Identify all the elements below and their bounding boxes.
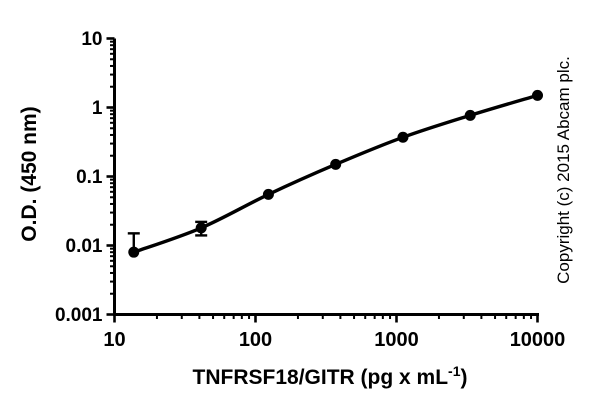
x-axis-title-suffix: ) bbox=[460, 366, 468, 389]
data-point-marker bbox=[464, 109, 476, 121]
y-tick-label: 0.001 bbox=[55, 305, 103, 326]
x-tick-label: 10 bbox=[103, 329, 125, 351]
data-point-marker bbox=[262, 188, 274, 200]
x-tick-label: 10000 bbox=[510, 329, 566, 351]
data-point-marker bbox=[330, 158, 342, 170]
y-tick-label: 0.01 bbox=[66, 236, 103, 257]
x-axis-title: TNFRSF18/GITR (pg x mL-1) bbox=[193, 363, 468, 390]
standard-curve-line bbox=[132, 93, 540, 254]
x-axis-title-text: TNFRSF18/GITR (pg x mL bbox=[192, 366, 449, 389]
data-point-marker bbox=[532, 89, 543, 101]
data-point-marker bbox=[195, 222, 207, 234]
y-tick-label: 10 bbox=[81, 29, 102, 50]
copyright-notice: Copyright (c) 2015 Abcam plc. bbox=[554, 56, 573, 284]
data-point-marker bbox=[397, 131, 409, 143]
data-point-marker bbox=[128, 246, 140, 258]
y-tick-label: 1 bbox=[92, 98, 103, 119]
y-tick-label: 0.1 bbox=[76, 167, 103, 188]
x-tick-label: 1000 bbox=[374, 329, 419, 351]
y-axis-title-text: O.D. (450 nm) bbox=[18, 106, 41, 242]
x-axis-title-superscript: -1 bbox=[448, 363, 461, 379]
y-axis-title: O.D. (450 nm) bbox=[18, 106, 42, 241]
x-tick-label: 100 bbox=[239, 329, 272, 351]
